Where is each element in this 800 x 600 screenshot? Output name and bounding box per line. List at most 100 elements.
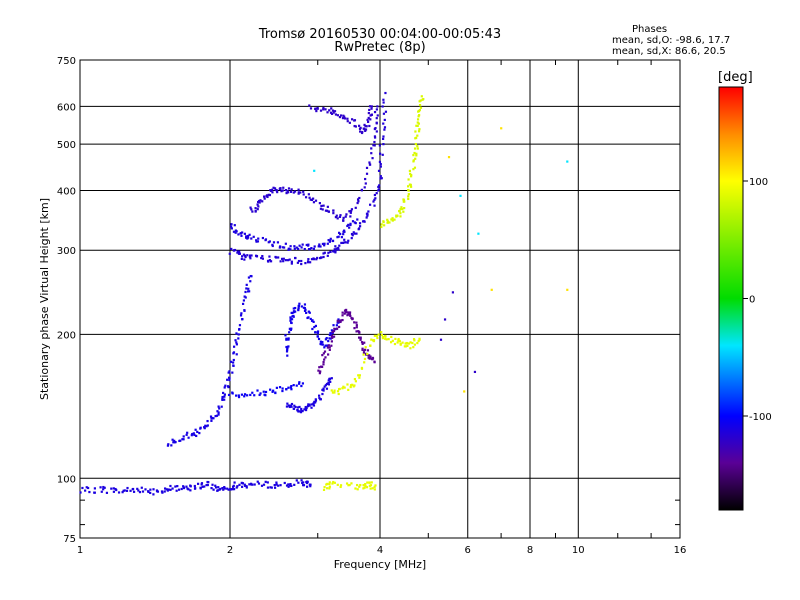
data-point xyxy=(381,105,384,108)
data-point xyxy=(419,106,423,109)
data-point xyxy=(343,312,346,315)
data-point xyxy=(261,257,265,260)
data-point xyxy=(313,245,316,248)
data-point xyxy=(416,121,419,124)
data-point xyxy=(353,124,356,128)
data-point xyxy=(414,130,417,133)
data-point xyxy=(273,486,277,489)
data-point xyxy=(243,232,246,235)
x-axis-label: Frequency [MHz] xyxy=(334,558,426,571)
data-point xyxy=(238,252,242,255)
data-point xyxy=(297,191,300,194)
data-point xyxy=(331,239,335,242)
data-point xyxy=(298,302,301,305)
data-point xyxy=(418,338,421,341)
data-point xyxy=(340,236,343,239)
data-point xyxy=(386,218,389,221)
data-point xyxy=(268,255,271,258)
data-point xyxy=(321,354,324,357)
data-point xyxy=(361,348,364,351)
data-point xyxy=(358,196,361,200)
data-point xyxy=(368,203,372,206)
data-point xyxy=(273,187,277,190)
data-point xyxy=(199,487,202,490)
data-point xyxy=(374,197,377,200)
data-point xyxy=(289,328,293,331)
data-point xyxy=(321,365,324,368)
data-point xyxy=(360,131,364,135)
data-point xyxy=(303,303,307,306)
chart-subtitle: RwPretec (8p) xyxy=(334,40,426,55)
data-point xyxy=(354,222,357,225)
data-point xyxy=(349,215,352,218)
data-point xyxy=(369,118,372,121)
data-point xyxy=(382,220,385,224)
data-point xyxy=(413,147,417,150)
data-point xyxy=(320,343,323,346)
data-point xyxy=(412,168,415,171)
data-point xyxy=(206,483,209,487)
data-point xyxy=(297,192,300,195)
data-point xyxy=(365,352,368,355)
data-point xyxy=(322,363,325,366)
data-point xyxy=(112,487,115,490)
data-point xyxy=(234,339,237,342)
data-point xyxy=(346,120,349,123)
data-point xyxy=(248,483,251,486)
data-point xyxy=(286,402,289,405)
data-point xyxy=(413,339,416,342)
data-point xyxy=(291,311,294,315)
data-point xyxy=(400,206,403,209)
data-point xyxy=(357,336,361,339)
data-point xyxy=(318,366,321,369)
data-point xyxy=(335,324,338,327)
data-point xyxy=(312,197,315,200)
data-point xyxy=(163,487,167,490)
data-point xyxy=(377,169,381,172)
data-point xyxy=(264,390,268,394)
data-point xyxy=(314,107,317,111)
data-point xyxy=(324,209,328,212)
data-point xyxy=(336,217,339,220)
data-point xyxy=(383,128,386,131)
data-point xyxy=(353,119,357,122)
data-point xyxy=(418,114,421,117)
data-point xyxy=(232,230,236,233)
data-point xyxy=(263,195,266,198)
data-point xyxy=(367,116,370,120)
data-point xyxy=(303,408,306,411)
data-point xyxy=(309,485,312,488)
data-point xyxy=(88,490,91,494)
data-point xyxy=(228,370,231,373)
data-point xyxy=(343,309,347,312)
data-point xyxy=(345,213,348,216)
colorbar-title: [deg] xyxy=(718,70,753,85)
data-point xyxy=(187,436,190,439)
data-point xyxy=(152,488,155,491)
data-point xyxy=(243,484,247,487)
data-point xyxy=(274,391,277,394)
data-point xyxy=(189,485,192,488)
data-point xyxy=(322,108,325,111)
data-point xyxy=(300,259,303,263)
data-point xyxy=(319,245,322,248)
data-point xyxy=(321,340,324,344)
data-point xyxy=(289,319,292,322)
data-point xyxy=(200,483,203,486)
data-point xyxy=(342,385,345,388)
data-point xyxy=(324,384,327,387)
data-point xyxy=(333,110,337,113)
data-point xyxy=(281,189,284,192)
data-point xyxy=(241,318,244,321)
data-point xyxy=(378,160,382,164)
data-point xyxy=(319,340,322,343)
data-point xyxy=(375,122,378,125)
data-point xyxy=(329,237,332,240)
data-point xyxy=(269,189,273,192)
data-point xyxy=(323,350,327,353)
data-point xyxy=(272,241,276,244)
data-point xyxy=(222,488,225,491)
data-point xyxy=(292,311,296,314)
data-point xyxy=(344,215,347,218)
